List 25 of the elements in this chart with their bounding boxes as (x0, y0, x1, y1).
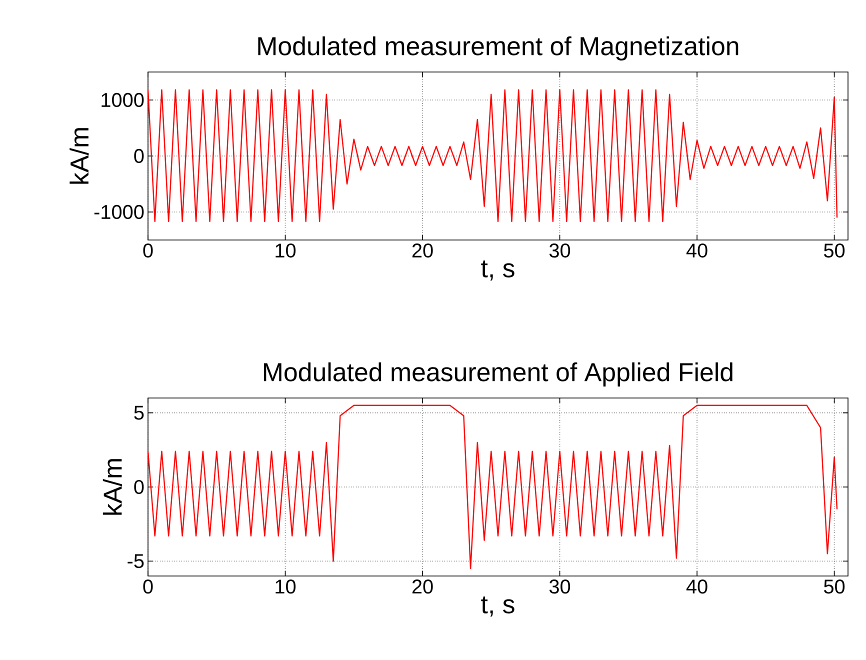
x-tick-label: 40 (686, 244, 708, 258)
line-series (148, 89, 838, 222)
x-tick-label: 50 (824, 244, 845, 258)
x-tick-label: 10 (276, 244, 296, 258)
x-tick-label: 20 (412, 244, 433, 258)
x-tick-label: 10 (276, 580, 296, 594)
x-axis-title: t, s (481, 260, 514, 281)
x-tick-label: 30 (549, 580, 570, 594)
y-tick-label: 0 (134, 480, 144, 494)
x-tick-label: 30 (549, 244, 570, 258)
x-tick-label: 40 (686, 580, 708, 594)
chart-title: Modulated measurement of Magnetization (258, 36, 738, 60)
x-tick-label: 20 (412, 580, 433, 594)
chart-title: Modulated measurement of Applied Field (264, 362, 732, 386)
y-tick-label: -1000 (94, 204, 144, 220)
x-tick-label: 0 (143, 244, 153, 258)
y-tick-label: 1000 (102, 92, 144, 108)
y-axis-title: kA/m (70, 128, 89, 184)
x-tick-label: 0 (143, 580, 153, 594)
x-tick-label: 50 (824, 580, 845, 594)
y-tick-label: 5 (134, 406, 144, 420)
y-axis-title: kA/m (102, 459, 122, 515)
y-tick-label: -5 (128, 554, 144, 568)
x-axis-title: t, s (481, 596, 514, 617)
y-tick-label: 0 (134, 148, 144, 164)
